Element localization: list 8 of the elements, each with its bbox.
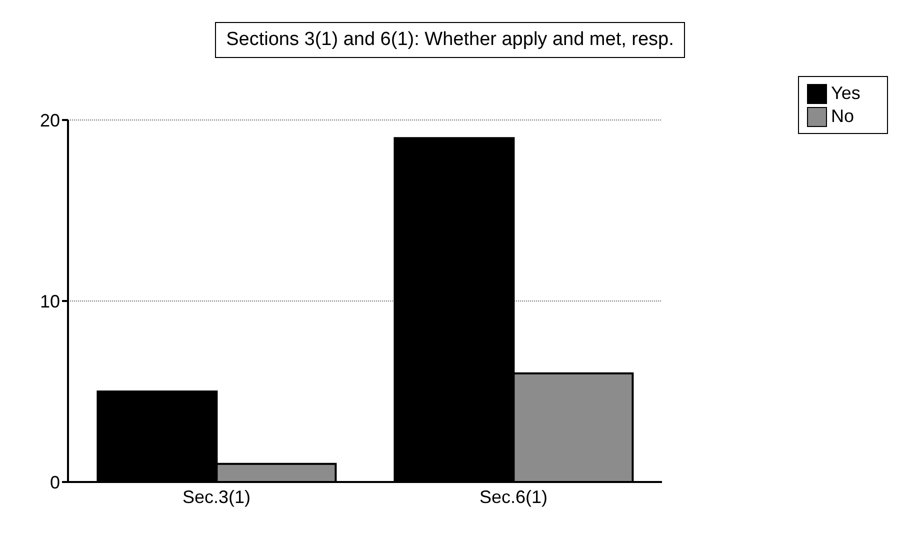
y-tick-label: 20: [40, 110, 60, 130]
chart-title: Sections 3(1) and 6(1): Whether apply and met, resp.: [215, 22, 685, 58]
x-tick-label: Sec.3(1): [182, 486, 251, 507]
y-tick-label: 10: [40, 291, 60, 312]
x-tick-label: Sec.6(1): [479, 486, 548, 507]
legend-label: No: [831, 106, 854, 127]
legend-label: Yes: [831, 83, 860, 104]
y-tick-label: 0: [50, 472, 60, 492]
